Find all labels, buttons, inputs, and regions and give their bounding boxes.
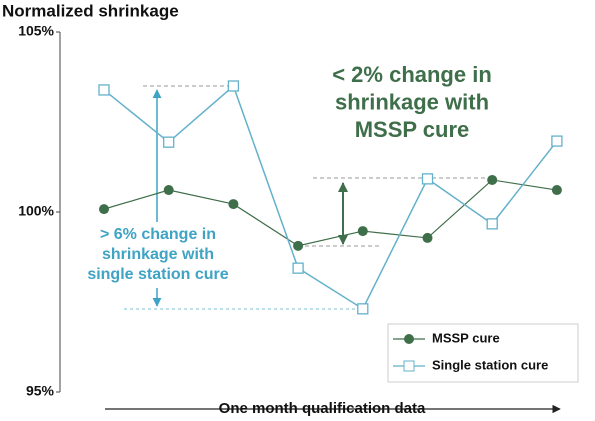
marker bbox=[486, 218, 498, 230]
marker bbox=[551, 185, 562, 196]
marker bbox=[227, 80, 240, 92]
legend-box bbox=[387, 323, 579, 383]
marker bbox=[357, 303, 369, 315]
x-axis-label: One month qualification data bbox=[219, 400, 426, 417]
marker bbox=[422, 232, 433, 243]
legend-marker bbox=[404, 334, 414, 344]
marker bbox=[99, 204, 109, 215]
annotation: shrinkage with bbox=[335, 89, 489, 114]
annotation: shrinkage with bbox=[102, 246, 214, 263]
legend-label: Single station cure bbox=[432, 357, 548, 372]
annotation: > 6% change in bbox=[100, 226, 216, 243]
legend-label: MSSP cure bbox=[432, 330, 500, 345]
marker bbox=[163, 136, 175, 148]
marker bbox=[421, 173, 434, 185]
marker bbox=[293, 240, 304, 251]
marker bbox=[357, 226, 368, 237]
annotation: < 2% change in bbox=[332, 62, 492, 87]
marker bbox=[487, 174, 498, 185]
marker bbox=[551, 135, 563, 147]
marker bbox=[228, 199, 239, 210]
marker bbox=[98, 84, 110, 96]
marker bbox=[163, 185, 174, 196]
annotation: MSSP cure bbox=[355, 117, 470, 142]
series-line bbox=[103, 84, 558, 310]
y-tick-label: 105% bbox=[18, 23, 54, 39]
y-tick-label: 95% bbox=[26, 383, 55, 399]
series-line bbox=[103, 179, 557, 247]
marker bbox=[292, 262, 304, 274]
annotation: single station cure bbox=[87, 266, 228, 283]
chart-title: Normalized shrinkage bbox=[2, 1, 179, 20]
y-tick-label: 100% bbox=[18, 203, 54, 219]
legend-marker bbox=[403, 360, 415, 372]
